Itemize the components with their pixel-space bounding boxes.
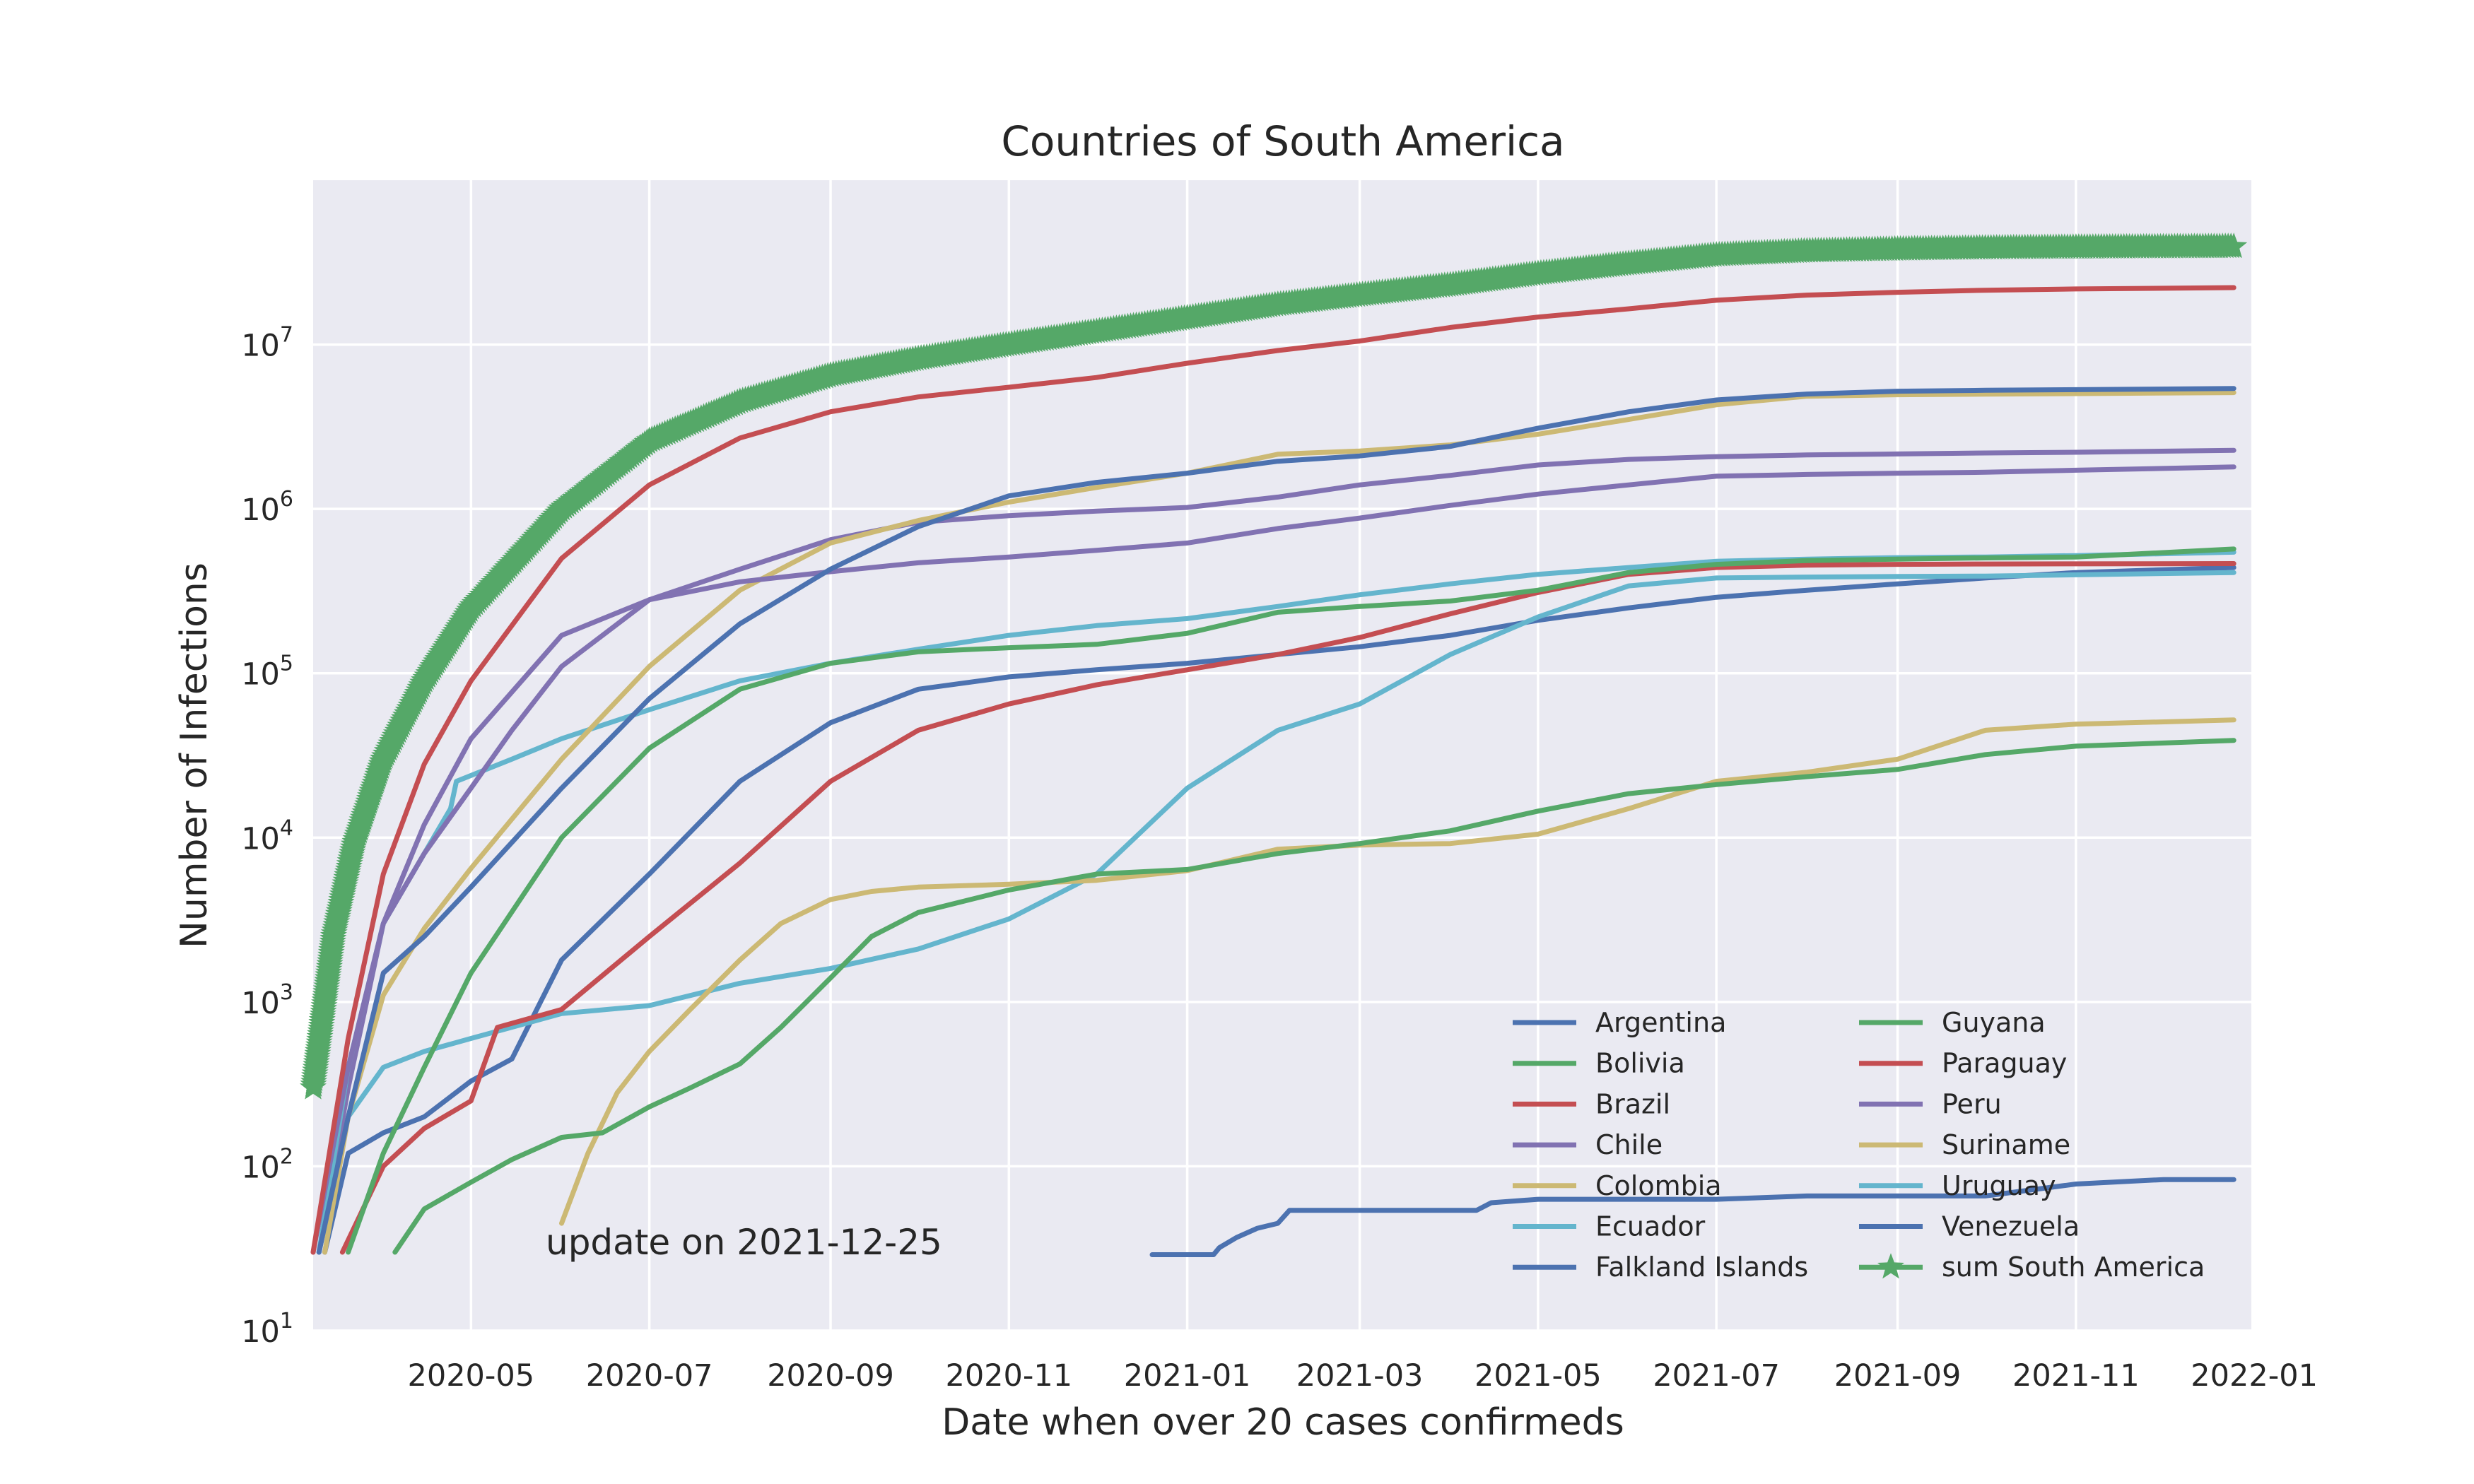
- series-guyana: [392, 738, 2236, 1255]
- series-line-colombia: [322, 390, 2236, 1255]
- x-tick-label: 2021-01: [1124, 1358, 1251, 1394]
- series-line-peru: [316, 447, 2236, 1255]
- series-chile: [310, 464, 2236, 1255]
- series-venezuela: [322, 565, 2236, 1255]
- series-colombia: [322, 390, 2236, 1255]
- x-tick-label: 2020-09: [767, 1358, 894, 1394]
- series-line-venezuela: [322, 565, 2236, 1255]
- legend-label: Paraguay: [1942, 1048, 2067, 1079]
- legend-item-suriname: Suriname: [1859, 1129, 2070, 1160]
- chart-title: Countries of South America: [1001, 117, 1564, 165]
- legend-star-marker: [1877, 1253, 1904, 1279]
- legend-label: Suriname: [1942, 1129, 2070, 1160]
- legend-label: Falkland Islands: [1595, 1252, 1808, 1283]
- legend-item-colombia: Colombia: [1513, 1170, 1722, 1201]
- series-line-paraguay: [339, 561, 2236, 1255]
- legend-label: Guyana: [1942, 1007, 2046, 1038]
- legend: Argentina Bolivia Brazil Chile Colombia Ecuad…: [1513, 1007, 2205, 1283]
- series-line-argentina: [316, 386, 2236, 1255]
- legend-item-paraguay: Paraguay: [1859, 1048, 2067, 1079]
- update-annotation: update on 2021-12-25: [546, 1222, 942, 1263]
- legend-item-guyana: Guyana: [1859, 1007, 2046, 1038]
- x-tick-label: 2020-07: [586, 1358, 713, 1394]
- series-bolivia: [346, 546, 2236, 1255]
- series-line-brazil: [310, 285, 2236, 1255]
- series-line-suriname: [559, 717, 2236, 1226]
- legend-item-peru: Peru: [1859, 1088, 2002, 1119]
- legend-item-chile: Chile: [1513, 1129, 1663, 1160]
- legend-label: Peru: [1942, 1088, 2002, 1119]
- legend-item-venezuela: Venezuela: [1859, 1211, 2080, 1242]
- y-tick-label: 107: [241, 323, 293, 364]
- series-line-bolivia: [346, 546, 2236, 1255]
- y-axis-label: Number of Infections: [173, 563, 216, 948]
- plot-area: [313, 180, 2251, 1331]
- legend-label: Uruguay: [1942, 1170, 2056, 1201]
- y-tick-label: 102: [241, 1144, 293, 1185]
- legend-label: Bolivia: [1595, 1048, 1685, 1079]
- series-brazil: [310, 285, 2236, 1255]
- y-tick-label: 105: [241, 652, 293, 693]
- legend-label: Ecuador: [1595, 1211, 1706, 1242]
- series-line-falkland-islands: [1149, 1177, 2236, 1257]
- series-layer: [300, 232, 2248, 1257]
- legend-item-sum-south-america: sum South America: [1859, 1252, 2205, 1283]
- series-suriname: [559, 717, 2236, 1226]
- x-tick-label: 2020-05: [407, 1358, 534, 1394]
- legend-label: Brazil: [1595, 1088, 1670, 1119]
- legend-label: Venezuela: [1942, 1211, 2080, 1242]
- y-tick-label: 103: [241, 980, 293, 1021]
- x-tick-label: 2021-11: [2012, 1358, 2140, 1394]
- legend-item-brazil: Brazil: [1513, 1088, 1670, 1119]
- legend-item-uruguay: Uruguay: [1859, 1170, 2056, 1201]
- legend-label: Chile: [1595, 1129, 1663, 1160]
- series-sum-south-america: [300, 232, 2248, 1100]
- legend-item-falkland-islands: Falkland Islands: [1513, 1252, 1808, 1283]
- series-line-chile: [310, 464, 2236, 1255]
- y-axis-ticks: 101 102 103 104 105 106 107: [241, 323, 293, 1350]
- x-tick-label: 2021-03: [1296, 1358, 1424, 1394]
- series-paraguay: [339, 561, 2236, 1255]
- legend-label: sum South America: [1942, 1252, 2205, 1283]
- x-axis-ticks: 2020-05 2020-07 2020-09 2020-11 2021-01 2021-…: [407, 1358, 2317, 1394]
- x-tick-label: 2022-01: [2191, 1358, 2318, 1394]
- series-line-guyana: [392, 738, 2236, 1255]
- y-tick-label: 104: [241, 815, 293, 856]
- legend-item-ecuador: Ecuador: [1513, 1211, 1706, 1242]
- y-tick-label: 106: [241, 487, 293, 528]
- x-tick-label: 2021-05: [1475, 1358, 1602, 1394]
- x-tick-label: 2020-11: [945, 1358, 1072, 1394]
- x-axis-label: Date when over 20 cases confirmeds: [942, 1401, 1624, 1444]
- legend-label: Colombia: [1595, 1170, 1722, 1201]
- series-peru: [316, 447, 2236, 1255]
- x-tick-label: 2021-09: [1834, 1358, 1962, 1394]
- legend-item-argentina: Argentina: [1513, 1007, 1726, 1038]
- legend-item-bolivia: Bolivia: [1513, 1048, 1685, 1079]
- series-falkland-islands: [1149, 1177, 2236, 1257]
- x-tick-label: 2021-07: [1653, 1358, 1780, 1394]
- legend-label: Argentina: [1595, 1007, 1726, 1038]
- y-tick-label: 101: [241, 1309, 293, 1350]
- series-argentina: [316, 386, 2236, 1255]
